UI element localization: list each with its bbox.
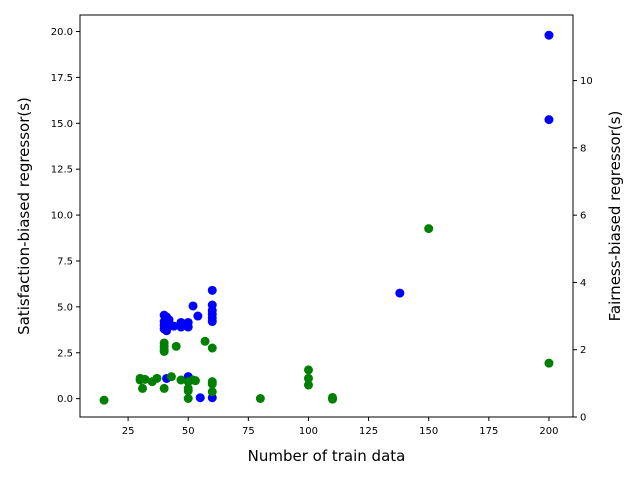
left-y-tick-label: 10.0 bbox=[51, 211, 73, 222]
left-y-tick-label: 0.0 bbox=[57, 394, 73, 405]
right-y-axis-ticks: 0 2 4 6 8 10 bbox=[573, 76, 593, 424]
green-data-point bbox=[255, 393, 265, 403]
x-tick-label: 50 bbox=[182, 426, 195, 437]
blue-data-point bbox=[395, 288, 405, 298]
blue-data-point bbox=[544, 30, 554, 40]
plot-frame bbox=[79, 14, 574, 418]
x-tick-label: 25 bbox=[122, 426, 135, 437]
right-y-tick-label: 4 bbox=[580, 278, 586, 289]
green-data-point bbox=[328, 394, 338, 404]
green-data-point bbox=[138, 383, 148, 393]
left-y-tick-label: 12.5 bbox=[51, 165, 73, 176]
green-data-point bbox=[303, 380, 313, 390]
green-data-point bbox=[183, 386, 193, 396]
x-tick-label: 100 bbox=[299, 426, 318, 437]
green-data-point bbox=[207, 343, 217, 353]
green-data-point bbox=[207, 379, 217, 389]
left-y-axis-label: Satisfaction-biased regressor(s) bbox=[15, 97, 33, 335]
right-y-tick-label: 10 bbox=[580, 76, 593, 87]
right-y-tick-label: 0 bbox=[580, 413, 586, 424]
blue-data-point bbox=[183, 322, 193, 332]
left-y-tick-label: 5.0 bbox=[57, 302, 73, 313]
x-tick-label: 175 bbox=[479, 426, 498, 437]
green-data-point bbox=[424, 224, 434, 234]
green-data-point bbox=[159, 346, 169, 356]
x-tick-label: 75 bbox=[242, 426, 255, 437]
green-data-point bbox=[99, 395, 109, 405]
x-axis-label: Number of train data bbox=[248, 447, 406, 465]
right-y-tick-label: 8 bbox=[580, 143, 586, 154]
green-data-point bbox=[166, 372, 176, 382]
blue-data-point bbox=[207, 317, 217, 327]
green-data-point bbox=[303, 373, 313, 383]
blue-data-point bbox=[195, 393, 205, 403]
data-points bbox=[99, 30, 554, 405]
green-data-point bbox=[207, 387, 217, 397]
blue-data-point bbox=[193, 311, 203, 321]
blue-data-point bbox=[188, 301, 198, 311]
x-axis-ticks: 25 50 75 100 125 150 175 200 bbox=[122, 417, 558, 437]
green-data-point bbox=[303, 365, 313, 375]
right-y-axis-label: Fairness-biased regressor(s) bbox=[606, 111, 624, 322]
x-tick-label: 150 bbox=[419, 426, 438, 437]
green-data-point bbox=[171, 341, 181, 351]
green-data-point bbox=[159, 383, 169, 393]
x-tick-label: 200 bbox=[539, 426, 558, 437]
blue-data-point bbox=[162, 326, 172, 336]
green-data-point bbox=[190, 376, 200, 386]
right-y-tick-label: 6 bbox=[580, 211, 586, 222]
blue-data-point bbox=[176, 322, 186, 332]
blue-data-point bbox=[207, 285, 217, 295]
blue-data-point bbox=[544, 115, 554, 125]
left-y-tick-label: 15.0 bbox=[51, 119, 73, 130]
green-data-point bbox=[544, 358, 554, 368]
left-y-axis-ticks: 0.0 2.5 5.0 7.5 10.0 12.5 15.0 17.5 20.0 bbox=[51, 27, 80, 405]
x-tick-label: 125 bbox=[359, 426, 378, 437]
green-data-point bbox=[140, 374, 150, 384]
green-data-point bbox=[152, 373, 162, 383]
left-y-tick-label: 20.0 bbox=[51, 27, 73, 38]
green-data-point bbox=[176, 375, 186, 385]
green-data-point bbox=[183, 393, 193, 403]
left-y-tick-label: 7.5 bbox=[57, 256, 73, 267]
right-y-tick-label: 2 bbox=[580, 345, 586, 356]
left-y-tick-label: 17.5 bbox=[51, 73, 73, 84]
blue-data-point bbox=[169, 321, 179, 331]
green-data-point bbox=[200, 336, 210, 346]
left-y-tick-label: 2.5 bbox=[57, 348, 73, 359]
